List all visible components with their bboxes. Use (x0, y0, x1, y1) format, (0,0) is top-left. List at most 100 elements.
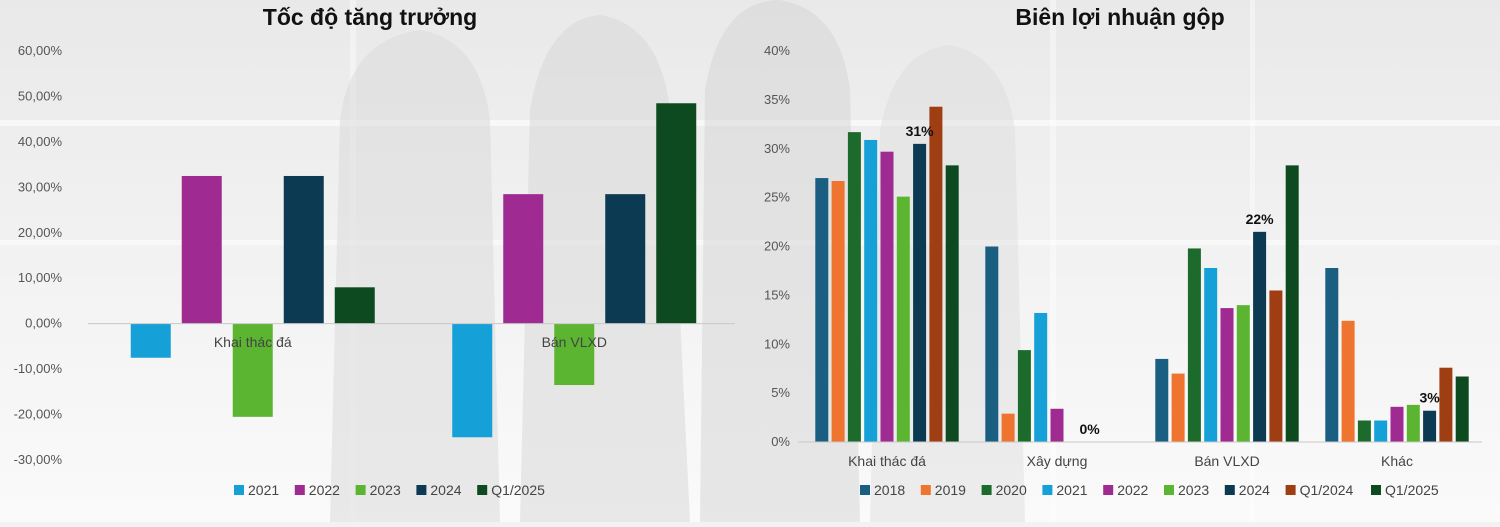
y-tick-label: 25% (764, 190, 790, 205)
bar-kh-c-2021 (1374, 420, 1388, 442)
legend-label-2023: 2023 (370, 482, 401, 498)
y-tick-label: 40,00% (18, 134, 63, 149)
category-label-khai-th-c: Khai thác đá (848, 453, 926, 469)
bar-khai-th-c-2023 (232, 323, 273, 417)
bar-b-n-vlxd-2024 (1253, 231, 1267, 442)
gross-margin-chart-plot: 40% 35% 30% 25% 20% 15% 10% 5% 0% Khai thác đá Xây… (764, 43, 1482, 498)
bar-b-n-vlxd-2020 (1187, 248, 1201, 442)
bar-b-n-vlxd-2023 (554, 323, 595, 386)
legend-swatch-2022 (1103, 485, 1114, 495)
y-tick-label: 20% (764, 239, 790, 254)
category-label-kh-c: Khác (1381, 453, 1413, 469)
y-tick-label: 60,00% (18, 43, 63, 58)
legend-label-q1-2025: Q1/2025 (1385, 482, 1439, 498)
y-tick-label: 30,00% (18, 179, 63, 194)
bar-khai-th-c-q1-2025 (334, 287, 375, 324)
bar-b-n-vlxd-2019 (1171, 373, 1185, 442)
category-label-b-n-vlxd: Bán VLXD (542, 334, 607, 350)
bar-kh-c-2018 (1325, 268, 1339, 442)
legend-label-2021: 2021 (1056, 482, 1087, 498)
category-label-b-n-vlxd: Bán VLXD (1194, 453, 1259, 469)
category-label-x-y-d-ng: Xây dựng (1027, 453, 1088, 469)
legend-label-2020: 2020 (996, 482, 1027, 498)
y-tick-label: 35% (764, 92, 790, 107)
legend-swatch-q1-2025 (1371, 485, 1381, 495)
gross-margin-chart: Biên lợi nhuận gộp 40% 35% 30% 25% 20% 15% 10%… (740, 0, 1500, 522)
bar-kh-c-2020 (1357, 420, 1371, 442)
y-tick-label: 0,00% (25, 316, 62, 331)
y-tick-label: 0% (771, 434, 790, 449)
legend-label-q1-2025: Q1/2025 (491, 482, 545, 498)
growth-chart: Tốc độ tăng trưởng 60,00% 50,00% 40,00% 30,… (0, 0, 740, 522)
legend-swatch-2019 (920, 485, 931, 495)
legend-swatch-2021 (1042, 485, 1053, 495)
y-tick-label: 10,00% (18, 270, 63, 285)
gross-margin-chart-title: Biên lợi nhuận gộp (1015, 4, 1225, 30)
category-label-khai-th-c: Khai thác đá (214, 334, 292, 350)
legend-label-2022: 2022 (309, 482, 340, 498)
data-label-b-n-vlxd: 22% (1246, 211, 1275, 227)
bar-x-y-d-ng-2020 (1017, 350, 1031, 442)
bar-kh-c-q1-2024 (1439, 367, 1453, 442)
bar-b-n-vlxd-q1-2024 (1269, 290, 1283, 442)
data-label-kh-c: 3% (1419, 390, 1440, 406)
y-tick-label: 20,00% (18, 225, 63, 240)
bar-x-y-d-ng-2021 (1034, 312, 1048, 442)
bar-b-n-vlxd-q1-2025 (656, 103, 697, 324)
legend-swatch-2018 (860, 485, 870, 495)
y-tick-label: 15% (764, 287, 790, 302)
y-tick-label: 10% (764, 336, 790, 351)
growth-chart-plot: 60,00% 50,00% 40,00% 30,00% 20,00% 10,00% 0,00… (14, 43, 735, 498)
legend-swatch-q1-2025 (477, 485, 488, 495)
bar-x-y-d-ng-2019 (1001, 413, 1015, 442)
bar-b-n-vlxd-2022 (1220, 308, 1234, 442)
bar-b-n-vlxd-2024 (605, 194, 646, 324)
bar-b-n-vlxd-2021 (1204, 268, 1218, 442)
bar-b-n-vlxd-2023 (1236, 305, 1250, 442)
y-tick-label: -10,00% (14, 361, 63, 376)
bar-khai-th-c-2022 (181, 175, 222, 324)
bar-b-n-vlxd-2022 (503, 194, 544, 324)
legend-swatch-2021 (234, 485, 244, 495)
bar-khai-th-c-2019 (831, 181, 845, 442)
bar-kh-c-2022 (1390, 406, 1404, 442)
legend-swatch-2022 (294, 485, 305, 495)
bar-khai-th-c-2021 (130, 323, 171, 358)
bar-b-n-vlxd-q1-2025 (1285, 165, 1299, 442)
data-label-x-y-d-ng: 0% (1079, 421, 1100, 437)
legend-swatch-q1-2024 (1285, 485, 1296, 495)
bar-khai-th-c-2024 (913, 143, 927, 443)
y-tick-label: 5% (771, 385, 790, 400)
y-tick-label: -20,00% (14, 407, 63, 422)
legend-swatch-2020 (981, 485, 992, 495)
bar-b-n-vlxd-2021 (452, 323, 493, 438)
legend-label-2019: 2019 (935, 482, 966, 498)
bar-kh-c-q1-2025 (1455, 376, 1469, 442)
bar-khai-th-c-2022 (880, 151, 894, 442)
legend-label-2024: 2024 (430, 482, 461, 498)
bar-khai-th-c-2020 (847, 132, 861, 442)
bar-kh-c-2023 (1406, 404, 1420, 442)
legend-label-2023: 2023 (1178, 482, 1209, 498)
bar-khai-th-c-2018 (815, 178, 829, 442)
bar-kh-c-2024 (1423, 410, 1437, 442)
y-tick-label: -30,00% (14, 452, 63, 467)
legend-label-2021: 2021 (248, 482, 279, 498)
legend-swatch-2024 (1224, 485, 1235, 495)
bar-khai-th-c-q1-2025 (945, 165, 959, 442)
legend-swatch-2023 (1164, 485, 1174, 495)
data-label-khai-th-c: 31% (906, 123, 935, 139)
bar-b-n-vlxd-2018 (1155, 358, 1169, 442)
growth-chart-title: Tốc độ tăng trưởng (262, 4, 478, 30)
bar-x-y-d-ng-2022 (1050, 408, 1064, 442)
bar-kh-c-2019 (1341, 320, 1355, 442)
bar-khai-th-c-2023 (896, 196, 910, 442)
bar-x-y-d-ng-2018 (985, 246, 999, 442)
legend-label-2018: 2018 (874, 482, 905, 498)
y-tick-label: 30% (764, 141, 790, 156)
legend-label-2024: 2024 (1239, 482, 1270, 498)
legend-label-q1-2024: Q1/2024 (1300, 482, 1354, 498)
legend-label-2022: 2022 (1117, 482, 1148, 498)
bar-khai-th-c-q1-2024 (929, 106, 943, 442)
bar-khai-th-c-2024 (283, 175, 324, 324)
